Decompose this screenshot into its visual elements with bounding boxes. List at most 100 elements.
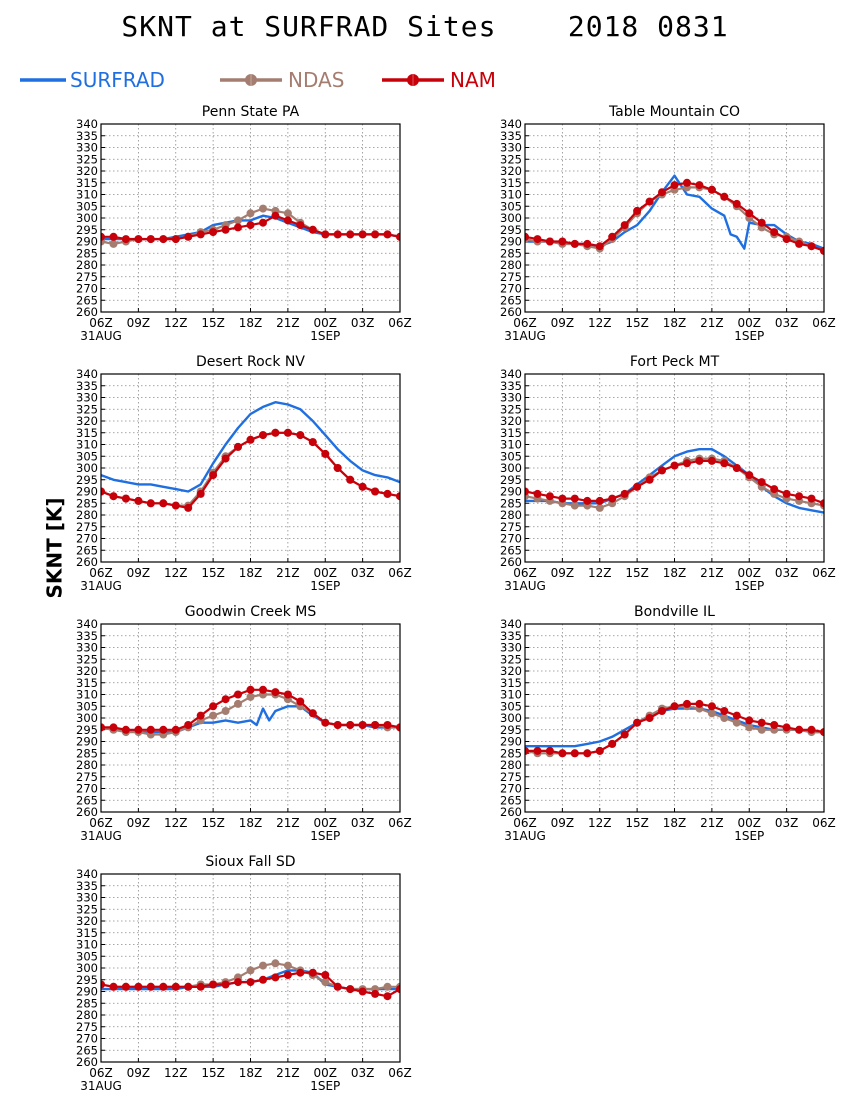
data-point-nam	[371, 989, 380, 998]
data-point-nam	[171, 725, 180, 734]
data-point-nam	[620, 489, 629, 498]
chart-title: Desert Rock NV	[196, 354, 305, 370]
data-point-nam	[670, 461, 679, 470]
y-tick-label: 280	[500, 758, 522, 772]
data-point-ndas	[259, 961, 267, 970]
y-tick-label: 300	[500, 211, 522, 225]
data-point-nam	[782, 489, 791, 498]
data-point-nam	[333, 982, 342, 991]
data-point-nam	[159, 499, 168, 508]
data-point-nam	[533, 746, 542, 755]
y-tick-label: 325	[76, 652, 98, 666]
data-point-nam	[745, 471, 754, 480]
data-point-nam	[583, 496, 592, 505]
x-tick-label: 12Z	[164, 316, 188, 330]
data-point-ndas	[234, 216, 242, 225]
chart-title: Sioux Fall SD	[205, 854, 295, 870]
data-point-nam	[757, 218, 766, 227]
x-tick-label: 15Z	[201, 1066, 225, 1080]
date-label: 1SEP	[310, 829, 340, 843]
data-point-nam	[134, 235, 143, 244]
y-tick-label: 320	[500, 664, 522, 678]
data-point-nam	[707, 456, 716, 465]
y-tick-label: 325	[500, 402, 522, 416]
data-point-nam	[121, 725, 130, 734]
x-tick-label: 09Z	[127, 566, 151, 580]
x-tick-label: 06Z	[812, 316, 836, 330]
data-point-nam	[109, 492, 118, 501]
y-tick-label: 265	[76, 793, 98, 807]
y-tick-label: 320	[76, 914, 98, 928]
data-point-nam	[308, 709, 317, 718]
data-point-nam	[770, 228, 779, 237]
y-tick-label: 290	[76, 985, 98, 999]
y-tick-label: 265	[500, 293, 522, 307]
data-point-nam	[196, 489, 205, 498]
data-point-nam	[101, 723, 105, 732]
data-point-nam	[608, 232, 617, 241]
data-point-nam	[383, 992, 392, 1001]
data-point-nam	[296, 221, 305, 230]
y-tick-label: 315	[500, 676, 522, 690]
data-point-ndas	[271, 959, 280, 968]
x-tick-label: 12Z	[164, 1066, 188, 1080]
data-point-nam	[283, 690, 292, 699]
data-point-nam	[109, 232, 118, 241]
y-tick-label: 290	[76, 235, 98, 249]
data-point-nam	[358, 230, 367, 239]
y-tick-label: 290	[500, 735, 522, 749]
x-tick-label: 06Z	[89, 816, 113, 830]
data-point-nam	[346, 985, 355, 994]
x-tick-label: 12Z	[588, 816, 612, 830]
plot-frame	[100, 873, 401, 1063]
y-tick-label: 270	[76, 532, 98, 546]
data-point-nam	[333, 230, 342, 239]
data-point-nam	[396, 723, 400, 732]
chart-bondville-il: Bondville IL2602652702752802852902953003…	[500, 604, 836, 843]
data-point-ndas	[321, 978, 330, 987]
data-point-nam	[683, 178, 691, 187]
data-point-nam	[101, 980, 105, 989]
y-tick-label: 320	[76, 164, 98, 178]
y-tick-label: 315	[76, 926, 98, 940]
data-point-nam	[271, 428, 280, 437]
x-tick-label: 21Z	[700, 566, 724, 580]
x-tick-label: 18Z	[239, 816, 263, 830]
x-tick-label: 21Z	[700, 316, 724, 330]
y-tick-label: 260	[76, 1055, 98, 1069]
y-tick-label: 275	[76, 1020, 98, 1034]
data-point-ndas	[234, 699, 242, 708]
y-tick-label: 335	[500, 629, 522, 643]
x-tick-label: 03Z	[775, 316, 799, 330]
chart-title: Bondville IL	[634, 604, 715, 620]
data-point-nam	[134, 982, 143, 991]
plot-frame	[524, 373, 825, 563]
y-tick-label: 280	[76, 258, 98, 272]
x-tick-label: 03Z	[351, 316, 375, 330]
data-point-nam	[234, 690, 242, 699]
data-point-nam	[283, 216, 292, 225]
data-point-ndas	[720, 714, 729, 722]
y-tick-label: 340	[76, 367, 98, 381]
data-point-nam	[308, 968, 317, 977]
data-point-nam	[171, 982, 180, 991]
date-label: 1SEP	[734, 829, 764, 843]
data-point-nam	[358, 987, 367, 996]
y-tick-label: 290	[76, 485, 98, 499]
data-point-nam	[271, 211, 280, 220]
series-line-surfrad	[101, 401, 400, 493]
x-tick-label: 18Z	[239, 566, 263, 580]
data-point-nam	[308, 438, 317, 447]
x-tick-label: 09Z	[127, 1066, 151, 1080]
y-tick-label: 300	[76, 711, 98, 725]
data-point-ndas	[757, 725, 766, 734]
y-tick-label: 290	[500, 485, 522, 499]
data-point-nam	[795, 725, 804, 734]
data-point-nam	[583, 749, 592, 758]
chart-title: Goodwin Creek MS	[185, 604, 317, 620]
data-point-nam	[259, 975, 267, 984]
data-point-ndas	[595, 503, 604, 512]
y-tick-label: 265	[500, 793, 522, 807]
y-tick-label: 265	[76, 293, 98, 307]
chart-title: Fort Peck MT	[630, 354, 720, 370]
